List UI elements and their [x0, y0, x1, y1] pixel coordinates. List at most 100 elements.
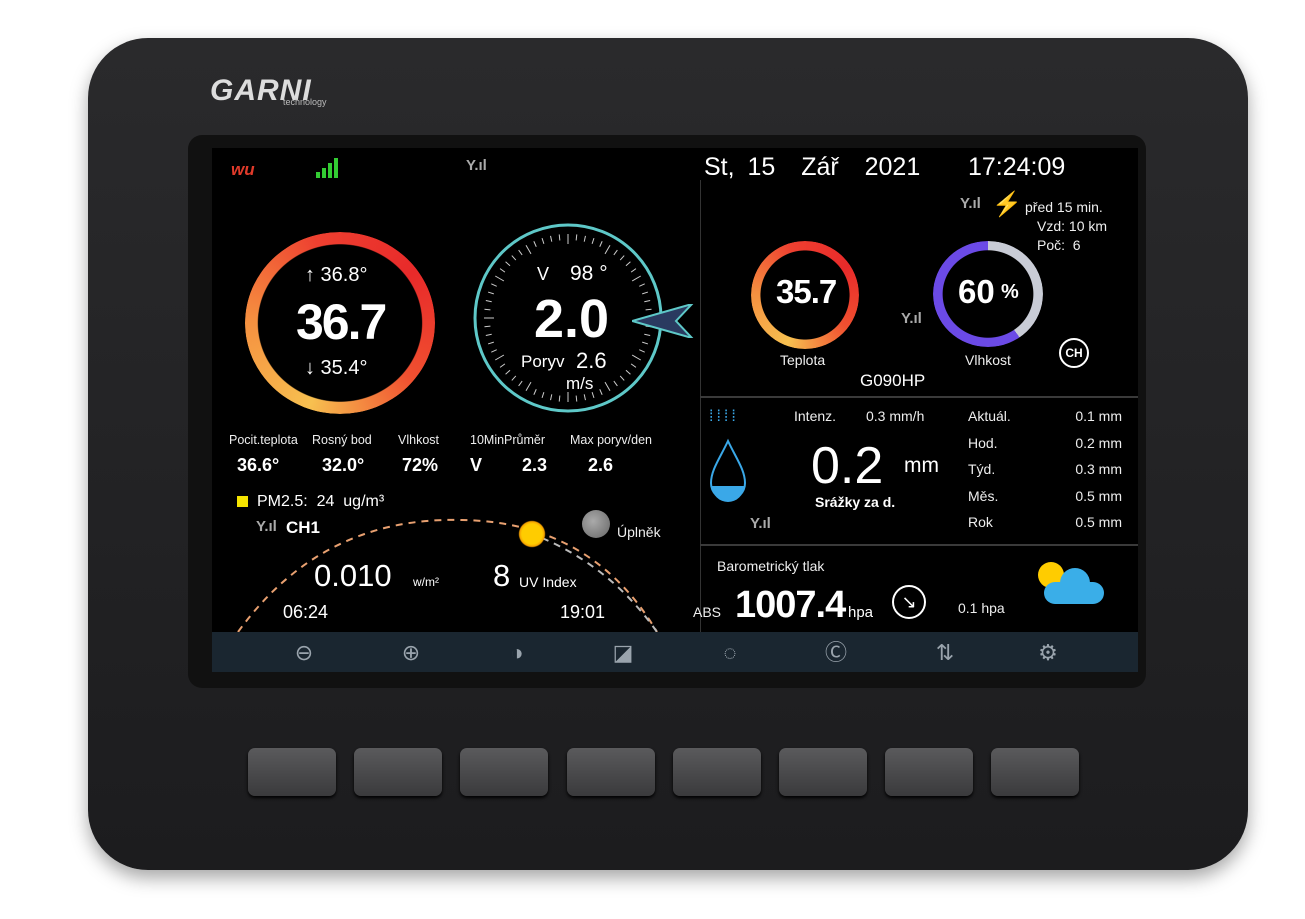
- outdoor-temp-max: ↑ 36.8°: [305, 264, 368, 286]
- indoor-temp-label: Teplota: [780, 352, 826, 368]
- compass-tick: [591, 237, 595, 244]
- hardware-button[interactable]: [991, 748, 1080, 796]
- indoor-temp-ring: [751, 241, 859, 349]
- wind-direction-degrees: 98 °: [570, 262, 608, 285]
- compass-tick: [541, 392, 545, 399]
- right-panel: [700, 180, 1138, 632]
- antenna-signal-icon: Y.ıl: [960, 195, 981, 212]
- brand-subtitle: technology: [283, 97, 327, 107]
- date: St, 15 Zář 2021: [704, 153, 921, 181]
- compass-tick: [491, 283, 497, 287]
- rain-unit: mm: [904, 454, 939, 477]
- baro-mode: ABS: [693, 604, 722, 620]
- hardware-button[interactable]: [566, 748, 655, 796]
- wind-direction-label: V: [537, 264, 550, 284]
- divider: [700, 544, 1138, 546]
- compass-tick: [525, 245, 532, 255]
- hardware-button[interactable]: [885, 748, 974, 796]
- compass-tick: [511, 375, 517, 381]
- stat-label: Vlhkost: [398, 433, 439, 447]
- indoor-humidity: 60: [958, 273, 995, 310]
- compass-tick: [639, 349, 645, 353]
- zoom-in-icon[interactable]: ⊕: [401, 640, 421, 665]
- stat-value: V: [470, 455, 483, 475]
- channel-cycle-icon[interactable]: CH: [1059, 338, 1089, 368]
- compass-tick: [518, 380, 523, 387]
- hardware-button[interactable]: [460, 748, 549, 796]
- stat-label: 10MinPrůměr: [470, 433, 546, 447]
- compass-tick: [604, 245, 611, 255]
- compass-tick: [558, 395, 561, 402]
- sunset-time: 19:01: [560, 602, 606, 622]
- baro-value: 1007.4: [735, 584, 846, 626]
- hardware-button[interactable]: [248, 748, 336, 796]
- hardware-button[interactable]: [672, 748, 761, 796]
- uv-label: UV Index: [519, 574, 577, 590]
- stat-label: Pocit.teplota: [229, 433, 298, 447]
- compass-tick: [485, 333, 492, 336]
- compass-tick: [591, 392, 595, 399]
- humidity-unit: %: [1001, 281, 1019, 303]
- wunderground-icon: wu: [231, 160, 255, 179]
- compass-tick: [631, 275, 641, 282]
- compass-tick: [644, 300, 651, 303]
- partly-cloudy-icon: [1034, 558, 1106, 608]
- contrast-icon[interactable]: ◑: [510, 640, 524, 665]
- rain-drops-icon: ⁞⁞⁞⁞: [709, 408, 739, 425]
- lightning-count: Poč: 6: [1037, 237, 1081, 253]
- stat-value: 36.6°: [237, 455, 280, 475]
- zoom-out-icon[interactable]: ⊖: [294, 640, 314, 665]
- channel-cycle-icon[interactable]: Ⓒ: [824, 640, 847, 665]
- compass-tick: [518, 249, 523, 256]
- lightning-time: před 15 min.: [1025, 199, 1103, 215]
- gust-label: Poryv: [521, 352, 565, 371]
- compass-tick: [604, 381, 611, 391]
- rain-gauge-drop-icon: [709, 438, 747, 502]
- compass-tick: [484, 308, 491, 311]
- rain-total-label: Rok: [968, 514, 993, 530]
- compass-tick: [505, 369, 511, 375]
- baro-trend: 0.1 hpa: [958, 600, 1005, 616]
- gauge-icon[interactable]: ◌: [723, 640, 737, 665]
- compass-tick: [583, 235, 586, 242]
- compass-tick: [630, 363, 637, 368]
- outdoor-temp-min: ↓ 35.4°: [305, 357, 368, 379]
- brightness-icon[interactable]: ◪: [612, 640, 634, 665]
- compass-tick: [491, 349, 497, 353]
- compass-tick: [613, 380, 618, 387]
- compass-tick: [533, 389, 537, 395]
- compass-tick: [495, 275, 505, 282]
- compass-tick: [487, 291, 494, 295]
- rain-total-label: Týd.: [968, 461, 996, 477]
- settings-icon[interactable]: ⚙: [1038, 640, 1058, 665]
- antenna-signal-icon: Y.ıl: [256, 518, 277, 535]
- rain-daily-label: Srážky za d.: [815, 494, 896, 510]
- compass-tick: [484, 325, 491, 328]
- baro-unit: hpa: [848, 604, 874, 621]
- antenna-signal-icon: Y.ıl: [901, 310, 922, 327]
- compass-tick: [575, 395, 578, 402]
- stat-value: 2.3: [522, 455, 548, 475]
- rain-total-value: 0.5 mm: [1075, 514, 1122, 530]
- hardware-button[interactable]: [779, 748, 867, 796]
- outdoor-temp-ring: [245, 232, 435, 414]
- display-screen: wu Y.ıl St, 15 Zář 2021 17:24:09 Y.ıl ⚡ …: [212, 148, 1138, 672]
- sort-icon[interactable]: ⇅: [935, 640, 955, 665]
- compass-tick: [550, 235, 553, 242]
- compass-tick: [525, 381, 532, 391]
- stat-value: 72%: [402, 455, 439, 475]
- sensor-name: G090HP: [860, 371, 926, 390]
- rain-total-label: Měs.: [968, 487, 999, 504]
- antenna-signal-icon: Y.ıl: [750, 515, 771, 532]
- moon-icon: [582, 510, 610, 538]
- time: 17:24:09: [968, 153, 1066, 181]
- rain-rate-label: Intenz.: [794, 408, 837, 424]
- gust-value: 2.6: [576, 348, 607, 373]
- compass-tick: [619, 375, 625, 381]
- stat-label: Max poryv/den: [570, 433, 652, 447]
- hardware-button[interactable]: [354, 748, 443, 796]
- compass-tick: [645, 308, 652, 311]
- rain-total-value: 0.5 mm: [1075, 487, 1122, 504]
- pm25-indicator: [237, 496, 248, 507]
- compass-tick: [558, 234, 561, 241]
